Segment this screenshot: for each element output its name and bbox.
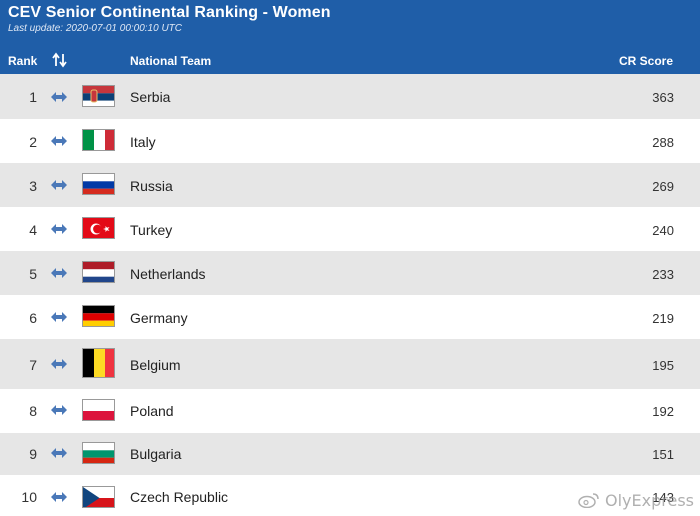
team-name: Bulgaria — [130, 446, 182, 462]
italy-flag-icon — [82, 129, 115, 151]
team-name: Netherlands — [130, 266, 206, 282]
serbia-flag-icon — [82, 85, 115, 107]
cr-score-value: 240 — [652, 223, 674, 238]
table-row[interactable]: 1 Serbia 363 — [0, 74, 700, 119]
table-row[interactable]: 2 Italy 288 — [0, 119, 700, 163]
russia-flag-icon — [82, 173, 115, 195]
netherlands-flag-icon — [82, 261, 115, 283]
cr-score-value: 269 — [652, 179, 674, 194]
left-right-arrow-icon — [51, 268, 67, 278]
team-name: Russia — [130, 178, 173, 194]
table-row[interactable]: 6 Germany 219 — [0, 295, 700, 339]
czech-flag-icon — [82, 486, 115, 508]
table-row[interactable]: 7 Belgium 195 — [0, 339, 700, 389]
rank-value: 8 — [29, 403, 37, 419]
left-right-arrow-icon — [51, 136, 67, 146]
table-row[interactable]: 5 Netherlands 233 — [0, 251, 700, 295]
rank-value: 9 — [29, 446, 37, 462]
cr-score-value: 233 — [652, 267, 674, 282]
left-right-arrow-icon — [51, 224, 67, 234]
column-header-rank[interactable]: Rank — [8, 54, 38, 68]
left-right-arrow-icon — [51, 92, 67, 102]
table-row[interactable]: 8 Poland 192 — [0, 389, 700, 433]
weibo-logo-icon — [578, 493, 599, 508]
table-row[interactable]: 9 Bulgaria 151 — [0, 433, 700, 475]
germany-flag-icon — [82, 305, 115, 327]
cr-score-value: 219 — [652, 311, 674, 326]
left-right-arrow-icon — [51, 312, 67, 322]
left-right-arrow-icon — [51, 359, 67, 369]
team-name: Czech Republic — [130, 489, 229, 505]
team-name: Italy — [130, 134, 156, 150]
column-header-national-team[interactable]: National Team — [130, 54, 212, 68]
ranking-table: 1 Serbia 363 2 Italy 288 3 Russia 269 4 … — [0, 74, 700, 516]
column-header-cr-score[interactable]: CR Score — [618, 54, 673, 68]
page-title: CEV Senior Continental Ranking - Women — [8, 4, 331, 21]
sort-arrows-icon[interactable] — [51, 51, 69, 69]
cr-score-value: 151 — [652, 447, 674, 462]
rank-value: 1 — [29, 89, 37, 105]
cr-score-value: 363 — [652, 90, 674, 105]
last-update-text: Last update: 2020-07-01 00:00:10 UTC — [8, 23, 183, 34]
rank-value: 2 — [29, 134, 37, 150]
rank-value: 10 — [21, 489, 37, 505]
team-name: Turkey — [130, 222, 173, 238]
watermark-text: OlyExpress — [605, 491, 694, 510]
left-right-arrow-icon — [51, 180, 67, 190]
rank-value: 3 — [29, 178, 37, 194]
table-row[interactable]: 10 Czech Republic 143 — [0, 475, 700, 516]
cr-score-value: 288 — [652, 135, 674, 150]
rank-value: 4 — [29, 222, 37, 238]
team-name: Belgium — [130, 357, 181, 373]
cr-score-value: 192 — [652, 404, 674, 419]
table-row[interactable]: 3 Russia 269 — [0, 163, 700, 207]
team-name: Poland — [130, 403, 174, 419]
rank-value: 6 — [29, 310, 37, 326]
cr-score-value: 143 — [652, 490, 674, 505]
team-name: Serbia — [130, 89, 171, 105]
cr-score-value: 195 — [652, 358, 674, 373]
ranking-header: CEV Senior Continental Ranking - Women L… — [0, 0, 700, 74]
bulgaria-flag-icon — [82, 442, 115, 464]
belgium-flag-icon — [82, 348, 115, 378]
turkey-flag-icon — [82, 217, 115, 239]
rank-value: 5 — [29, 266, 37, 282]
left-right-arrow-icon — [51, 448, 67, 458]
poland-flag-icon — [82, 399, 115, 421]
team-name: Germany — [130, 310, 188, 326]
left-right-arrow-icon — [51, 405, 67, 415]
table-row[interactable]: 4 Turkey 240 — [0, 207, 700, 251]
left-right-arrow-icon — [51, 492, 67, 502]
rank-value: 7 — [29, 357, 37, 373]
